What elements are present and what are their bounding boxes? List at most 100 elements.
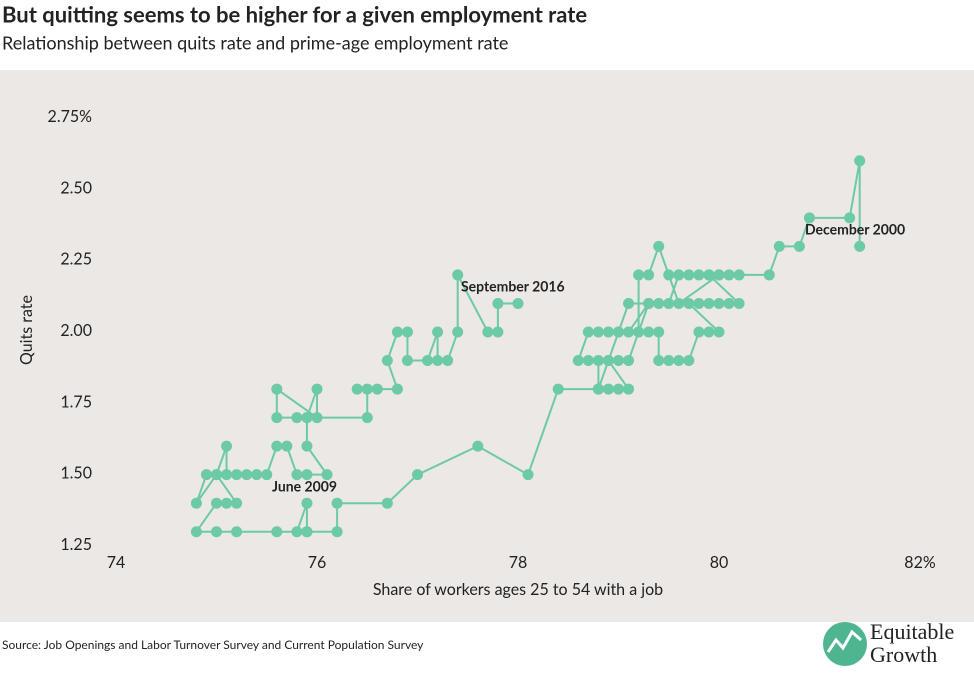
point — [854, 155, 866, 167]
point — [291, 526, 303, 538]
point — [301, 440, 313, 452]
point — [442, 355, 454, 367]
point — [623, 383, 635, 395]
point — [331, 497, 343, 509]
annotation: September 2016 — [461, 278, 565, 295]
point — [733, 297, 745, 309]
point — [271, 412, 283, 424]
point — [211, 469, 222, 481]
point — [703, 326, 715, 338]
point — [301, 526, 313, 538]
point — [653, 297, 665, 309]
x-tick-label: 82% — [904, 553, 936, 572]
point — [301, 412, 313, 424]
point — [602, 355, 614, 367]
point — [381, 355, 393, 367]
point — [703, 269, 715, 281]
point — [321, 469, 333, 481]
point — [472, 440, 484, 452]
source: Source: Job Openings and Labor Turnover … — [2, 637, 424, 652]
point — [401, 326, 413, 338]
point — [613, 383, 624, 395]
y-tick-label: 2.00 — [60, 321, 92, 340]
point — [844, 212, 856, 224]
point — [643, 326, 655, 338]
point — [633, 269, 645, 281]
y-tick-label: 1.75 — [60, 392, 92, 411]
point — [301, 469, 313, 481]
point — [673, 297, 685, 309]
point — [221, 497, 233, 509]
point — [281, 440, 293, 452]
point — [592, 355, 604, 367]
point — [633, 326, 645, 338]
point — [592, 326, 604, 338]
point — [231, 469, 243, 481]
annotation: December 2000 — [805, 221, 905, 238]
point — [653, 240, 665, 252]
point — [723, 297, 735, 309]
point — [190, 526, 202, 538]
point — [512, 297, 524, 309]
y-tick-label: 2.75% — [48, 107, 93, 126]
point — [291, 412, 303, 424]
point — [271, 526, 283, 538]
point — [291, 469, 303, 481]
chart-title: But quitting seems to be higher for a gi… — [2, 1, 587, 28]
point — [231, 526, 243, 538]
point — [693, 269, 705, 281]
point — [653, 355, 665, 367]
point — [643, 297, 655, 309]
point — [663, 269, 675, 281]
point — [854, 240, 866, 252]
logo-text: Growth — [870, 642, 937, 667]
point — [452, 269, 464, 281]
point — [241, 469, 253, 481]
point — [211, 497, 222, 509]
y-axis-label: Quits rate — [17, 295, 36, 365]
x-axis-label: Share of workers ages 25 to 54 with a jo… — [373, 580, 663, 599]
point — [401, 355, 413, 367]
logo-icon — [823, 622, 867, 666]
point — [572, 355, 584, 367]
point — [763, 269, 775, 281]
chart-subtitle: Relationship between quits rate and prim… — [2, 32, 508, 54]
point — [311, 412, 323, 424]
point — [793, 240, 805, 252]
point — [301, 497, 313, 509]
point — [582, 326, 594, 338]
point — [623, 326, 635, 338]
point — [613, 326, 624, 338]
point — [221, 440, 233, 452]
point — [623, 355, 635, 367]
point — [361, 383, 373, 395]
point — [592, 383, 604, 395]
point — [251, 469, 263, 481]
x-tick-label: 78 — [509, 553, 528, 572]
point — [773, 240, 785, 252]
y-tick-label: 1.50 — [60, 464, 92, 483]
point — [643, 269, 655, 281]
point — [713, 297, 725, 309]
point — [271, 383, 283, 395]
point — [200, 469, 212, 481]
point — [492, 326, 504, 338]
point — [381, 497, 393, 509]
y-tick-label: 1.25 — [60, 535, 92, 554]
point — [663, 297, 675, 309]
point — [190, 497, 202, 509]
point — [803, 212, 815, 224]
point — [703, 297, 715, 309]
point — [693, 297, 705, 309]
point — [602, 326, 614, 338]
y-tick-label: 2.25 — [60, 250, 92, 269]
point — [683, 355, 695, 367]
point — [623, 297, 635, 309]
point — [613, 355, 624, 367]
point — [361, 412, 373, 424]
point — [452, 326, 464, 338]
point — [432, 355, 444, 367]
point — [693, 326, 705, 338]
point — [492, 297, 504, 309]
